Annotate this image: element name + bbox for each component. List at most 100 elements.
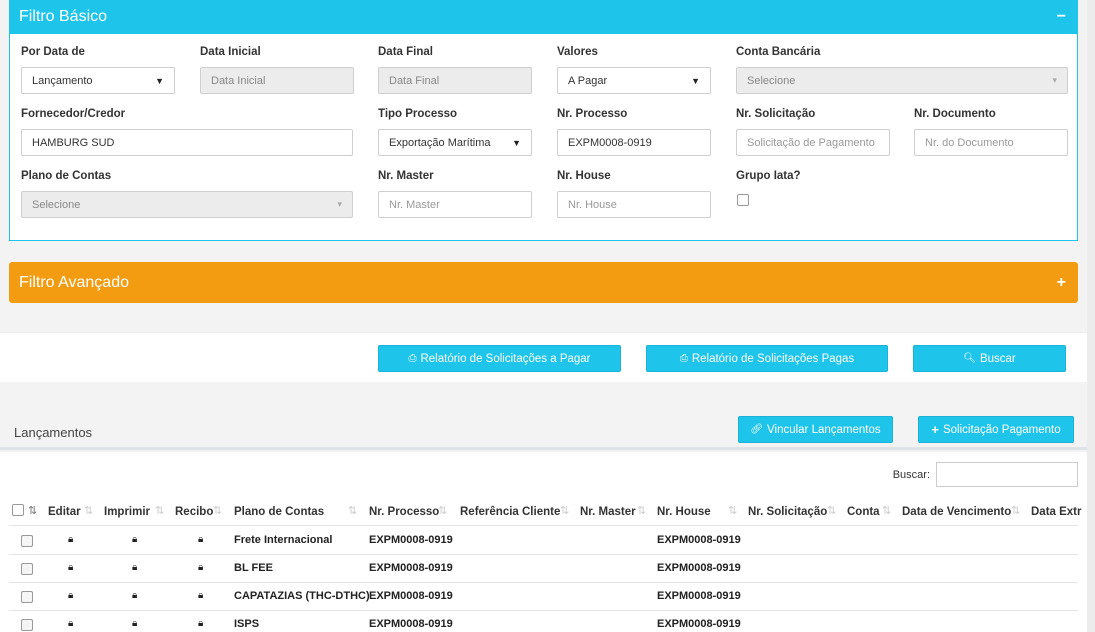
lock-icon[interactable]: 🔒︎ [68, 590, 74, 601]
basic-filter-title: Filtro Básico [19, 8, 108, 25]
plano-contas-select[interactable]: Selecione ▾ [21, 191, 353, 218]
cell-nr-processo: EXPM0008-0919 [369, 534, 453, 546]
sort-asc-icon[interactable]: ⇅ [28, 505, 38, 517]
vincular-label: Vincular Lançamentos [767, 423, 881, 436]
relatorio-pagar-button[interactable]: ⎙ Relatório de Solicitações a Pagar [378, 345, 621, 372]
lock-icon[interactable]: 🔒︎ [68, 562, 74, 573]
sort-icon[interactable]: ⇅ [84, 505, 94, 517]
column-header-referencia-cliente[interactable]: Referência Cliente [460, 506, 561, 518]
nr-master-input[interactable]: Nr. Master [378, 191, 532, 218]
grupo-iata-label: Grupo Iata? [736, 170, 801, 182]
row-divider [9, 554, 1078, 555]
cell-nr-processo: EXPM0008-0919 [369, 590, 453, 602]
lancamentos-title: Lançamentos [14, 425, 93, 440]
row-divider [9, 610, 1078, 611]
nr-house-field: Nr. House Nr. House [557, 170, 711, 218]
lock-icon[interactable]: 🔒︎ [198, 562, 204, 573]
table-row[interactable]: 🔒︎ 🔒︎ 🔒︎ Frete Internacional EXPM0008-09… [0, 526, 1087, 554]
advanced-filter-panel: Filtro Avançado + [9, 262, 1078, 303]
buscar-button[interactable]: 🔍︎ Buscar [913, 345, 1066, 372]
lock-icon[interactable]: 🔒︎ [132, 590, 138, 601]
lock-icon[interactable]: 🔒︎ [132, 562, 138, 573]
sort-icon[interactable]: ⇅ [560, 505, 570, 517]
column-header-data-vencimento[interactable]: Data de Vencimento [902, 506, 1012, 518]
column-header-recibo[interactable]: Recibo [175, 506, 214, 518]
select-all-checkbox[interactable] [12, 504, 24, 516]
buscar-label: Buscar [979, 352, 1016, 365]
lock-icon[interactable]: 🔒︎ [198, 590, 204, 601]
column-header-imprimir[interactable]: Imprimir [104, 506, 151, 518]
row-checkbox[interactable] [21, 535, 33, 547]
table-search-input[interactable] [936, 462, 1078, 487]
sort-icon[interactable]: ⇅ [827, 505, 837, 517]
column-header-data-extr[interactable]: Data Extr [1031, 506, 1082, 518]
conta-bancaria-field: Conta Bancária Selecione ▾ [736, 46, 1068, 94]
sort-icon[interactable]: ⇅ [213, 505, 223, 517]
lock-icon[interactable]: 🔒︎ [132, 534, 138, 545]
data-inicial-input[interactable]: Data Inicial [200, 67, 354, 94]
advanced-filter-header[interactable]: Filtro Avançado + [9, 262, 1078, 303]
lock-icon[interactable]: 🔒︎ [68, 534, 74, 545]
solicitacao-pagamento-label: Solicitação Pagamento [942, 423, 1061, 436]
nr-documento-placeholder: Nr. do Documento [925, 136, 1014, 149]
lock-icon[interactable]: 🔒︎ [198, 618, 204, 629]
print-icon: ⎙ [679, 353, 688, 364]
conta-bancaria-select[interactable]: Selecione ▾ [736, 67, 1068, 94]
nr-solicitacao-field: Nr. Solicitação Solicitação de Pagamento [736, 108, 890, 156]
tipo-processo-select[interactable]: Exportação Marítima ▼ [378, 129, 532, 156]
relatorio-pagas-button[interactable]: ⎙ Relatório de Solicitações Pagas [646, 345, 888, 372]
nr-master-label: Nr. Master [378, 170, 434, 182]
lock-icon[interactable]: 🔒︎ [198, 534, 204, 545]
grupo-iata-field: Grupo Iata? [736, 170, 890, 209]
solicitacao-pagamento-button[interactable]: + Solicitação Pagamento [918, 416, 1074, 443]
column-header-editar[interactable]: Editar [48, 506, 81, 518]
basic-filter-header[interactable]: Filtro Básico − [9, 0, 1078, 34]
sort-icon[interactable]: ⇅ [882, 505, 892, 517]
page-scrollbar[interactable] [1087, 0, 1095, 632]
nr-documento-label: Nr. Documento [914, 108, 996, 120]
sort-icon[interactable]: ⇅ [728, 505, 738, 517]
row-checkbox[interactable] [21, 619, 33, 631]
table-row[interactable]: 🔒︎ 🔒︎ 🔒︎ BL FEE EXPM0008-0919 EXPM0008-0… [0, 554, 1087, 582]
sort-icon[interactable]: ⇅ [1011, 505, 1021, 517]
table-row[interactable]: 🔒︎ 🔒︎ 🔒︎ CAPATAZIAS (THC-DTHC) EXPM0008-… [0, 582, 1087, 610]
cell-plano-contas: ISPS [234, 618, 260, 630]
sort-icon[interactable]: ⇅ [438, 505, 448, 517]
nr-solicitacao-label: Nr. Solicitação [736, 108, 816, 120]
lock-icon[interactable]: 🔒︎ [68, 618, 74, 629]
cell-nr-house: EXPM0008-0919 [657, 534, 741, 546]
column-header-plano-contas[interactable]: Plano de Contas [234, 506, 325, 518]
sort-icon[interactable]: ⇅ [155, 505, 165, 517]
vincular-button[interactable]: 🔗︎ Vincular Lançamentos [738, 416, 893, 443]
tipo-processo-value: Exportação Marítima [389, 136, 491, 149]
fornecedor-input[interactable]: HAMBURG SUD [21, 129, 353, 156]
sort-icon[interactable]: ⇅ [348, 505, 358, 517]
data-inicial-field: Data Inicial Data Inicial [200, 46, 354, 94]
valores-select[interactable]: A Pagar ▼ [557, 67, 711, 94]
nr-documento-input[interactable]: Nr. do Documento [914, 129, 1068, 156]
data-inicial-placeholder: Data Inicial [211, 74, 266, 87]
plano-contas-placeholder: Selecione [32, 198, 81, 211]
sort-icon[interactable]: ⇅ [637, 505, 647, 517]
table-row[interactable]: 🔒︎ 🔒︎ 🔒︎ ISPS EXPM0008-0919 EXPM0008-091… [0, 610, 1087, 632]
data-final-input[interactable]: Data Final [378, 67, 532, 94]
por-data-select[interactable]: Lançamento ▼ [21, 67, 175, 94]
lock-icon[interactable]: 🔒︎ [132, 618, 138, 629]
row-checkbox[interactable] [21, 591, 33, 603]
search-label: Buscar: [892, 468, 930, 481]
grupo-iata-checkbox[interactable] [737, 194, 749, 206]
nr-house-input[interactable]: Nr. House [557, 191, 711, 218]
plano-contas-field: Plano de Contas Selecione ▾ [21, 170, 353, 218]
nr-processo-input[interactable]: EXPM0008-0919 [557, 129, 711, 156]
column-header-nr-master[interactable]: Nr. Master [580, 506, 636, 518]
column-header-conta[interactable]: Conta [847, 506, 880, 518]
nr-solicitacao-input[interactable]: Solicitação de Pagamento [736, 129, 890, 156]
cell-plano-contas: CAPATAZIAS (THC-DTHC) [234, 590, 370, 602]
expand-icon[interactable]: + [1056, 273, 1066, 291]
column-header-nr-house[interactable]: Nr. House [657, 506, 711, 518]
collapse-icon[interactable]: − [1056, 8, 1066, 25]
column-header-nr-processo[interactable]: Nr. Processo [369, 506, 440, 518]
column-header-nr-solicitacao[interactable]: Nr. Solicitação [748, 506, 828, 518]
row-checkbox[interactable] [21, 563, 33, 575]
nr-house-label: Nr. House [557, 170, 611, 182]
